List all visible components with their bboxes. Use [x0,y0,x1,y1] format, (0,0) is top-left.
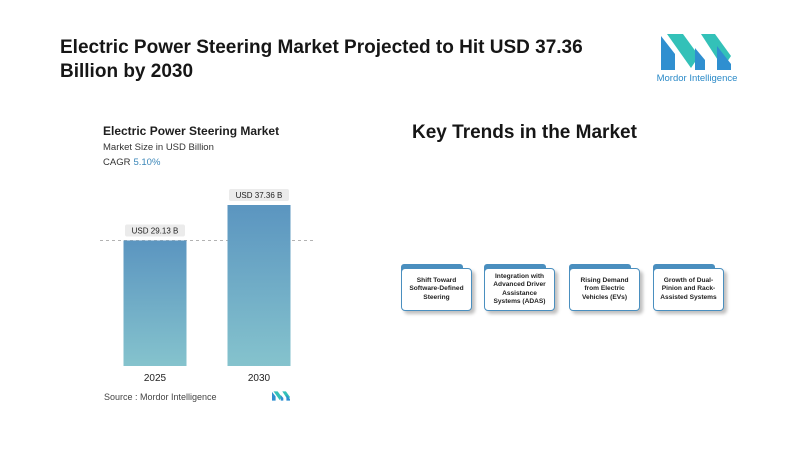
page-headline: Electric Power Steering Market Projected… [60,37,583,82]
chart-subtitle: Market Size in USD Billion [103,142,214,153]
bar-2025 [123,240,187,366]
data-label: USD 37.36 B [236,191,283,200]
trend-label: Growth of Dual-Pinion and Rack-Assisted … [660,276,717,301]
data-label: USD 29.13 B [132,226,179,235]
key-trends-title: Key Trends in the Market [412,122,637,143]
cagr-label: CAGR [103,157,131,168]
mordor-logo-icon [661,34,731,70]
x-tick-label: 2025 [144,373,167,384]
chart-title: Electric Power Steering Market [103,124,280,138]
x-tick-label: 2030 [248,373,271,384]
logo-wordmark: Mordor Intelligence [656,73,738,84]
trend-card-1: Shift Toward Software-Defined Steering [401,264,472,311]
trend-card-body: Rising Demand from Electric Vehicles (EV… [569,268,640,311]
data-label-bg [229,189,289,201]
trend-card-4: Growth of Dual-Pinion and Rack-Assisted … [653,264,724,311]
trend-card-3: Rising Demand from Electric Vehicles (EV… [569,264,640,311]
chart-cagr: CAGR 5.10% [103,157,160,168]
trend-card-body: Shift Toward Software-Defined Steering [401,268,472,311]
chart-source: Source : Mordor Intelligence [104,392,217,402]
source-logo-icon [272,391,290,401]
trend-label: Integration with Advanced Driver Assista… [493,272,546,305]
trend-card-body: Growth of Dual-Pinion and Rack-Assisted … [653,268,724,311]
cagr-value: 5.10% [133,157,161,168]
bar-2030 [227,205,291,366]
trend-label: Rising Demand from Electric Vehicles (EV… [580,276,629,301]
mordor-intelligence-logo: Mordor Intelligence [655,34,739,86]
data-label-bg [125,224,185,237]
trend-card-body: Integration with Advanced Driver Assista… [484,268,555,311]
trend-card-2: Integration with Advanced Driver Assista… [484,264,555,311]
trend-label: Shift Toward Software-Defined Steering [409,276,464,301]
